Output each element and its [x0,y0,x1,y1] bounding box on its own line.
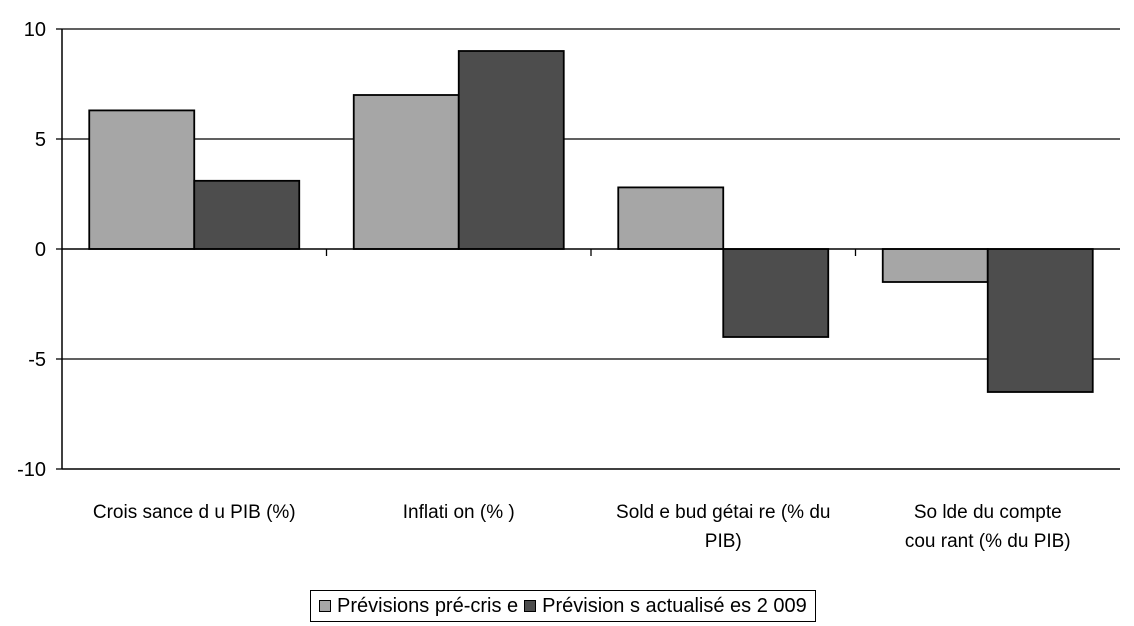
category-label: Sold e bud gétai re (% du [616,502,830,523]
bar-updated-2009 [722,248,830,338]
bar-updated-2009 [193,179,301,250]
legend-item-pre-crisis: Prévisions pré-cris e [319,595,518,618]
category-labels: Crois sance d u PIB (%) Inflati on (% ) So… [93,502,1071,552]
bar-updated-2009 [986,248,1094,393]
bar-pre-crisis [617,186,725,250]
bar-pre-crisis [881,248,989,283]
category-label: Inflati on (% ) [403,502,515,523]
legend: Prévisions pré-cris e Prévision s actual… [310,590,816,622]
axes [56,28,1120,470]
y-tick-label: 5 [35,129,46,151]
y-tick-label: 10 [24,19,46,41]
bar-pre-crisis [352,94,460,250]
legend-label-pre-crisis: Prévisions pré-cris e [337,594,519,617]
category-label: cou rant (% du PIB) [905,531,1071,552]
bar-chart: 10 5 0 -5 -10 Crois sance d u PIB (%) Inflati… [17,19,1120,552]
category-label: Crois sance d u PIB (%) [93,502,296,523]
y-tick-label: -5 [28,349,46,371]
category-label: So lde du compte [914,502,1062,523]
legend-item-updated-2009: Prévision s actualisé es 2 009 [524,595,807,618]
legend-swatch-updated-2009 [524,600,537,612]
gridlines [62,28,1120,360]
bar-pre-crisis [88,109,196,250]
bar-updated-2009 [457,50,565,250]
legend-swatch-pre-crisis [319,600,331,612]
y-tick-label: -10 [17,459,46,481]
legend-label-updated-2009: Prévision s actualisé es 2 009 [542,594,807,617]
y-tick-labels: 10 5 0 -5 -10 [17,19,46,481]
category-label: PIB) [705,531,742,552]
y-tick-label: 0 [35,239,46,261]
bars [88,50,1094,393]
